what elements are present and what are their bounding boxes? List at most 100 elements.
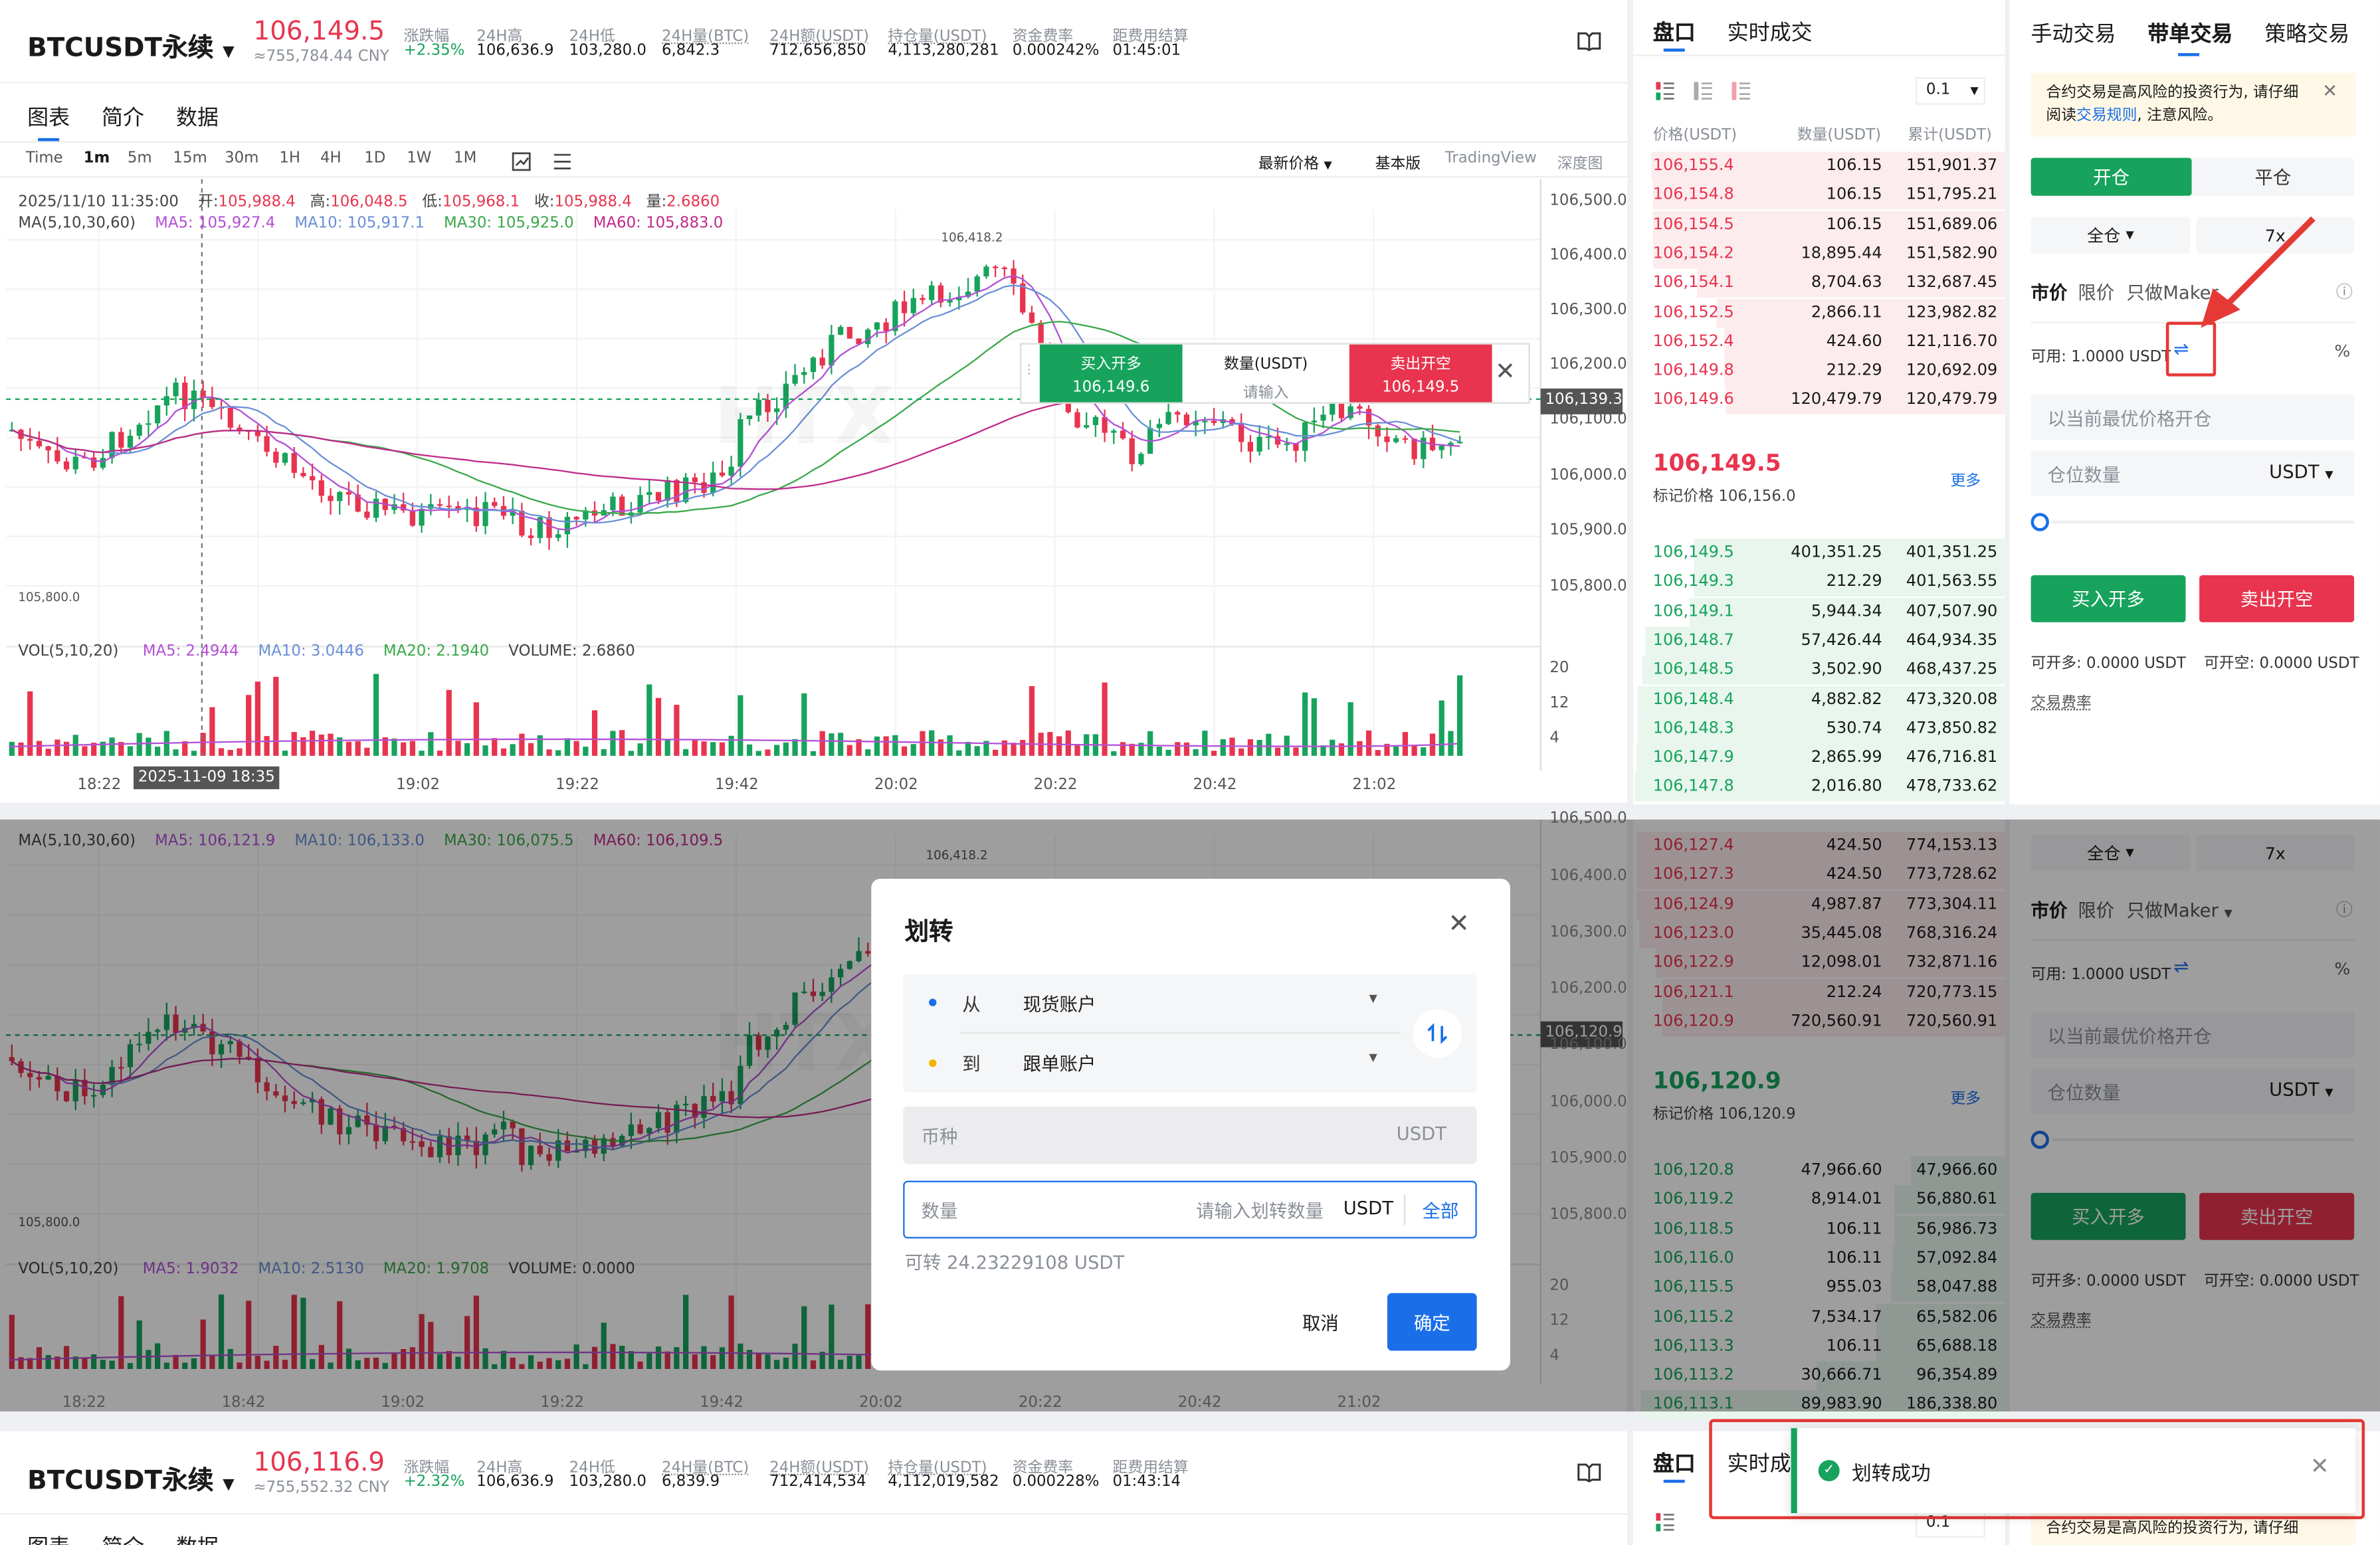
orderbook-row[interactable]: 106,147.8 2,016.80 478,733.62 (1633, 772, 2005, 802)
settings-list-icon[interactable] (549, 149, 574, 173)
fee-rate-link[interactable]: 交易费率 (2031, 695, 2092, 712)
orderbook-row[interactable]: 106,127.3 424.50 773,728.62 (1633, 861, 2005, 890)
tradingview-tab[interactable]: TradingView (1444, 150, 1537, 167)
candlestick-chart[interactable]: HTX (0, 179, 1627, 802)
orderbook-row[interactable]: 106,149.5 401,351.25 401,351.25 (1633, 539, 2005, 568)
symbol-selector-3[interactable]: BTCUSDT永续 ▼ (27, 1459, 235, 1497)
sell-short-button[interactable]: 卖出开空 (2199, 575, 2355, 622)
qty-slider-track-2[interactable] (2052, 1138, 2355, 1142)
tab-data[interactable]: 数据 (175, 106, 219, 131)
best-price-input-2[interactable]: 以当前最优价格开仓 (2031, 1012, 2355, 1058)
orderbook-row[interactable]: 106,148.7 57,426.44 464,934.35 (1633, 626, 2005, 656)
best-price-input[interactable]: 以当前最优价格开仓 (2031, 395, 2355, 440)
book-icon[interactable] (1575, 27, 1603, 54)
tab-copy-trade[interactable]: 带单交易 (2147, 23, 2233, 47)
book-icon[interactable] (1575, 1459, 1603, 1486)
tab-orderbook-3[interactable]: 盘口 (1652, 1452, 1696, 1477)
depth-chart-tab[interactable]: 深度图 (1557, 156, 1603, 173)
tab-trades[interactable]: 实时成交 (1727, 21, 1813, 46)
close-position-tab[interactable]: 平仓 (2191, 157, 2355, 196)
orderbook-row[interactable]: 106,154.8 106.15 151,795.21 (1633, 181, 2005, 210)
tab-strategy-trade[interactable]: 策略交易 (2264, 23, 2350, 47)
precision-select[interactable]: 0.1 ▼ (1915, 77, 1985, 105)
close-icon[interactable]: ✕ (1495, 356, 1516, 386)
orderbook-row[interactable]: 106,115.2 7,534.17 65,582.06 (1633, 1303, 2005, 1332)
orderbook-row[interactable]: 106,118.5 106.11 56,986.73 (1633, 1215, 2005, 1244)
quick-qty-input[interactable]: 数量(USDT) 请输入 (1189, 345, 1343, 403)
trade-rules-link[interactable]: 交易规则 (2076, 108, 2137, 125)
qty-slider-handle[interactable] (2031, 513, 2049, 531)
tab-chart[interactable]: 图表 (27, 106, 70, 131)
from-account-select[interactable]: 现货账户 (1023, 994, 1096, 1016)
quick-sell-button[interactable]: 卖出开空 106,149.5 (1349, 344, 1492, 403)
percent-icon[interactable]: % (2334, 341, 2351, 361)
close-icon[interactable]: ✕ (1448, 909, 1470, 940)
interval-1H[interactable]: 1H (279, 150, 301, 167)
orderbook-row[interactable]: 106,149.6 120,479.79 120,479.79 (1633, 386, 2005, 415)
orderbook-row[interactable]: 106,122.9 12,098.01 732,871.16 (1633, 949, 2005, 978)
to-account-select[interactable]: 跟单账户 (1023, 1053, 1096, 1075)
tab-chart-3[interactable]: 图表 (27, 1531, 70, 1545)
order-type-market-2[interactable]: 市价 (2031, 899, 2068, 921)
orderbook-row[interactable]: 106,147.9 2,865.99 476,716.81 (1633, 743, 2005, 773)
symbol-selector[interactable]: BTCUSDT永续 ▼ (27, 26, 235, 64)
interval-1M[interactable]: 1M (454, 150, 477, 167)
transfer-icon[interactable]: ⇌ (2173, 956, 2189, 978)
quick-buy-button[interactable]: 买入开多 106,149.6 (1039, 344, 1183, 403)
margin-mode-select-2[interactable]: 全仓 ▼ (2031, 834, 2191, 871)
info-icon[interactable]: ⓘ (2335, 282, 2353, 302)
fee-rate-link-2[interactable]: 交易费率 (2031, 1313, 2092, 1330)
drag-handle-icon[interactable]: ⋮ (1023, 363, 1035, 377)
order-type-maker-2[interactable]: 只做Maker ▼ (2126, 897, 2232, 923)
info-icon[interactable]: ⓘ (2335, 899, 2353, 920)
orderbook-row[interactable]: 106,152.4 424.60 121,116.70 (1633, 327, 2005, 357)
coin-select[interactable]: 币种 USDT (903, 1106, 1477, 1164)
position-qty-input[interactable]: 仓位数量 USDT ▼ (2031, 450, 2355, 497)
order-type-maker[interactable]: 只做Maker (2126, 282, 2219, 304)
confirm-button[interactable]: 确定 (1387, 1293, 1477, 1351)
book-both-icon[interactable] (1654, 80, 1676, 102)
tab-data-3[interactable]: 数据 (176, 1531, 219, 1545)
transfer-icon[interactable]: ⇌ (2173, 338, 2189, 360)
orderbook-row[interactable]: 106,127.4 424.50 774,153.13 (1633, 832, 2005, 861)
tab-orderbook[interactable]: 盘口 (1652, 21, 1696, 46)
percent-icon[interactable]: % (2334, 959, 2351, 979)
tab-intro-3[interactable]: 简介 (102, 1531, 144, 1545)
leverage-select[interactable]: 7x (2196, 217, 2355, 254)
unit-select[interactable]: USDT ▼ (2269, 462, 2333, 483)
open-position-tab[interactable]: 开仓 (2031, 157, 2192, 196)
orderbook-row[interactable]: 106,148.4 4,882.82 473,320.08 (1633, 685, 2005, 715)
price-type-select[interactable]: 最新价格 ▼ (1258, 150, 1332, 173)
leverage-select-2[interactable]: 7x (2196, 834, 2355, 871)
orderbook-row[interactable]: 106,149.1 5,944.34 407,507.90 (1633, 597, 2005, 626)
order-type-limit[interactable]: 限价 (2078, 282, 2115, 304)
unit-select-2[interactable]: USDT ▼ (2269, 1079, 2333, 1101)
chevron-down-icon[interactable]: ▼ (1369, 1051, 1377, 1064)
orderbook-row[interactable]: 106,154.2 18,895.44 151,582.90 (1633, 239, 2005, 269)
close-icon[interactable]: ✕ (2322, 80, 2338, 102)
tab-intro[interactable]: 简介 (102, 106, 145, 131)
swap-direction-icon[interactable] (1413, 1009, 1462, 1058)
amount-input[interactable]: 数量 请输入划转数量 USDT 全部 (903, 1180, 1477, 1239)
orderbook-row[interactable]: 106,113.2 30,666.71 96,354.89 (1633, 1361, 2005, 1391)
order-type-limit-2[interactable]: 限价 (2078, 899, 2115, 921)
all-button[interactable]: 全部 (1422, 1200, 1459, 1222)
buy-long-button[interactable]: 买入开多 (2031, 575, 2186, 622)
cancel-button[interactable]: 取消 (1302, 1313, 1339, 1334)
order-type-market[interactable]: 市价 (2031, 282, 2068, 304)
tab-trades-3[interactable]: 实时成 (1727, 1452, 1791, 1477)
orderbook-row[interactable]: 106,115.5 955.03 58,047.88 (1633, 1273, 2005, 1303)
orderbook-row[interactable]: 106,113.3 106.11 65,688.18 (1633, 1332, 2005, 1362)
qty-slider-track[interactable] (2052, 520, 2355, 524)
buy-long-button-2[interactable]: 买入开多 (2031, 1192, 2186, 1240)
interval-15m[interactable]: 15m (173, 150, 207, 167)
orderbook-row[interactable]: 106,148.5 3,502.90 468,437.25 (1633, 656, 2005, 685)
margin-mode-select[interactable]: 全仓 ▼ (2031, 217, 2191, 254)
orderbook-row[interactable]: 106,155.4 106.15 151,901.37 (1633, 151, 2005, 181)
orderbook-row[interactable]: 106,154.1 8,704.63 132,687.45 (1633, 268, 2005, 298)
orderbook-row[interactable]: 106,124.9 4,987.87 773,304.11 (1633, 890, 2005, 919)
orderbook-row[interactable]: 106,121.1 212.24 720,773.15 (1633, 978, 2005, 1008)
book-asks-icon[interactable] (1730, 80, 1751, 102)
basic-view-tab[interactable]: 基本版 (1375, 156, 1421, 173)
orderbook-row[interactable]: 106,152.5 2,866.11 123,982.82 (1633, 298, 2005, 327)
